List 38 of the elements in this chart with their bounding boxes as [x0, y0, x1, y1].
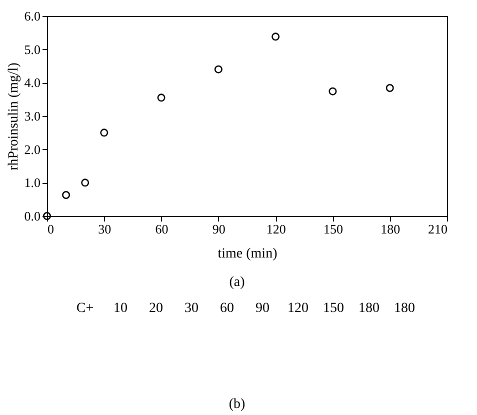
text: 90 — [256, 301, 270, 316]
y-tick-label: 3.0 — [24, 108, 40, 124]
y-tick-label: 5.0 — [24, 42, 40, 57]
text: 180 — [358, 301, 380, 316]
text: 30 — [184, 301, 198, 316]
point — [272, 32, 280, 41]
point — [100, 128, 108, 137]
y-tick-label: 4.0 — [24, 75, 40, 90]
point — [62, 191, 70, 199]
y-axis-title: rhProinsulin (mg/l) — [6, 62, 22, 170]
text: (a) — [229, 275, 246, 290]
point — [157, 94, 166, 102]
point — [214, 65, 222, 74]
y-tick-label: 2.0 — [24, 142, 40, 157]
x-tick-label: 210 — [428, 222, 448, 236]
y-tick-label: 0.0 — [24, 208, 40, 224]
text: 180 — [394, 301, 415, 316]
x-tick-label: 180 — [380, 222, 400, 236]
text: C+ — [76, 301, 94, 316]
x-tick-label: 90 — [212, 222, 226, 236]
x-tick-label: 0 — [48, 222, 54, 236]
point — [386, 84, 394, 92]
y-tick-label: 1.0 — [24, 175, 40, 190]
point — [328, 87, 337, 96]
text: 150 — [323, 301, 344, 316]
x-tick-label: 120 — [266, 222, 286, 236]
point — [42, 212, 52, 220]
y-tick-label: 6.0 — [24, 8, 40, 24]
text: 60 — [220, 301, 234, 316]
x-axis-title: time (min) — [218, 246, 278, 262]
text: (b) — [228, 397, 246, 412]
point — [81, 178, 90, 187]
x-tick-label: 60 — [155, 222, 168, 236]
text: 20 — [149, 301, 163, 316]
x-tick-label: 30 — [98, 222, 112, 236]
text: 10 — [114, 301, 128, 316]
x-tick-label: 150 — [323, 222, 343, 236]
text: 120 — [288, 301, 308, 316]
